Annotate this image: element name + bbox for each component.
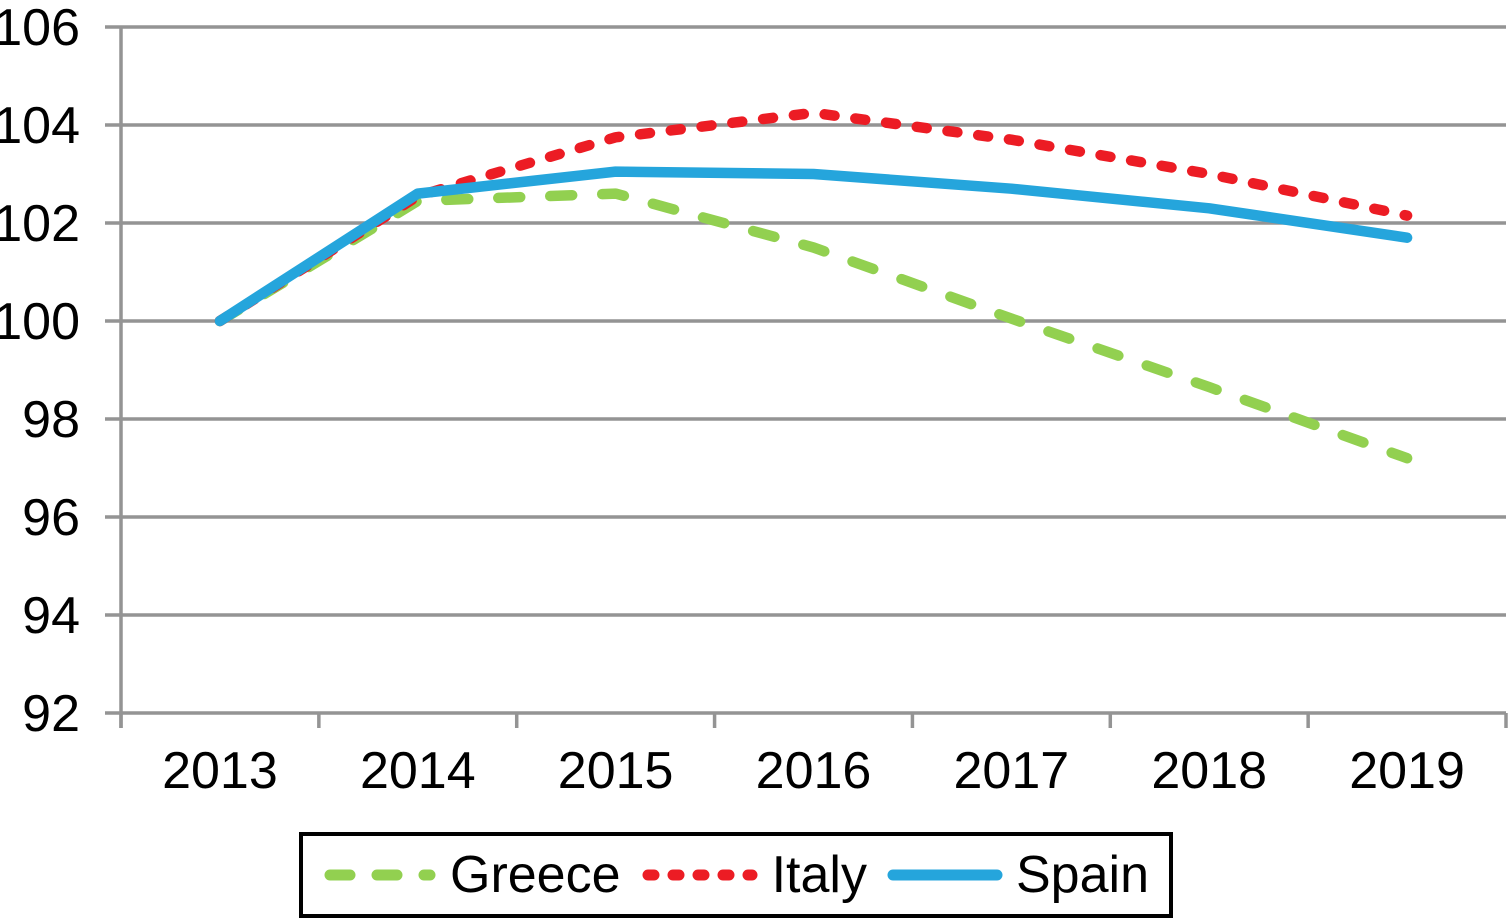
x-axis-tick-label: 2016 [756,742,872,800]
y-axis-tick-label: 100 [0,293,80,351]
spain-line-sample-icon [887,869,1003,881]
y-axis-tick-label: 106 [0,0,80,57]
x-axis-tick-label: 2015 [558,742,674,800]
x-axis-tick-label: 2014 [360,742,476,800]
x-axis-tick-label: 2019 [1349,742,1465,800]
y-axis-tick-label: 92 [22,685,80,743]
legend-label-greece: Greece [450,846,621,904]
x-axis-tick-label: 2013 [162,742,278,800]
series-line-spain [214,166,1413,327]
legend-label-spain: Spain [1016,846,1149,904]
legend-item-greece: Greece [323,849,621,901]
x-axis-tick-label: 2018 [1151,742,1267,800]
series-line-greece [214,188,1413,464]
y-axis-tick-label: 94 [22,587,80,645]
y-axis-tick-label: 98 [22,391,80,449]
x-axis-tick-label: 2017 [954,742,1070,800]
chart-legend: Greece Italy Spain [299,832,1173,918]
legend-label-italy: Italy [771,846,867,904]
y-axis-tick-label: 102 [0,195,80,253]
legend-item-spain: Spain [887,849,1149,901]
legend-item-italy: Italy [641,849,867,901]
y-axis-tick-label: 96 [22,489,80,547]
greece-line-sample-icon [324,869,436,881]
line-chart-plot-area: 92 94 96 98 100 102 104 106 2013 2014 2015 2016 2017… [0,0,1508,800]
italy-line-sample-icon [642,869,758,881]
y-axis-tick-label: 104 [0,97,80,155]
